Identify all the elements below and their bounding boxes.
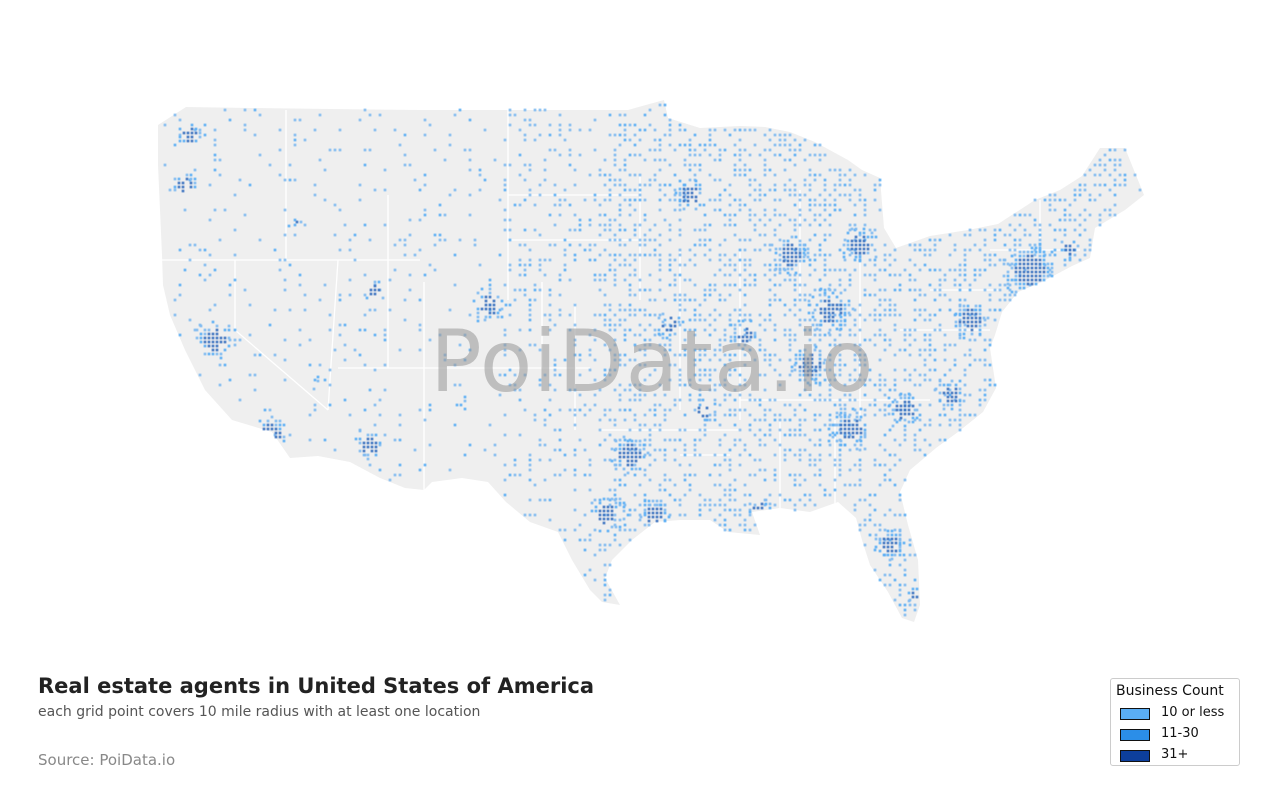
map-subtitle: each grid point covers 10 mile radius wi… <box>38 704 481 720</box>
legend-swatch <box>1120 708 1150 720</box>
legend-label: 10 or less <box>1161 705 1225 720</box>
source-credit: Source: PoiData.io <box>38 751 176 769</box>
map-title: Real estate agents in United States of A… <box>38 674 595 698</box>
legend: Business Count 10 or less 11-30 31+ <box>1110 678 1240 766</box>
us-map <box>158 100 1144 622</box>
map-area: PoiData.io <box>158 100 1144 622</box>
business-grid-points <box>163 103 1142 617</box>
legend-swatch <box>1120 729 1150 741</box>
watermark: PoiData.io <box>430 312 875 412</box>
legend-label: 31+ <box>1161 747 1189 762</box>
legend-title: Business Count <box>1116 683 1224 699</box>
legend-swatch <box>1120 750 1150 762</box>
us-land-shape <box>158 100 1144 622</box>
legend-label: 11-30 <box>1161 726 1199 741</box>
